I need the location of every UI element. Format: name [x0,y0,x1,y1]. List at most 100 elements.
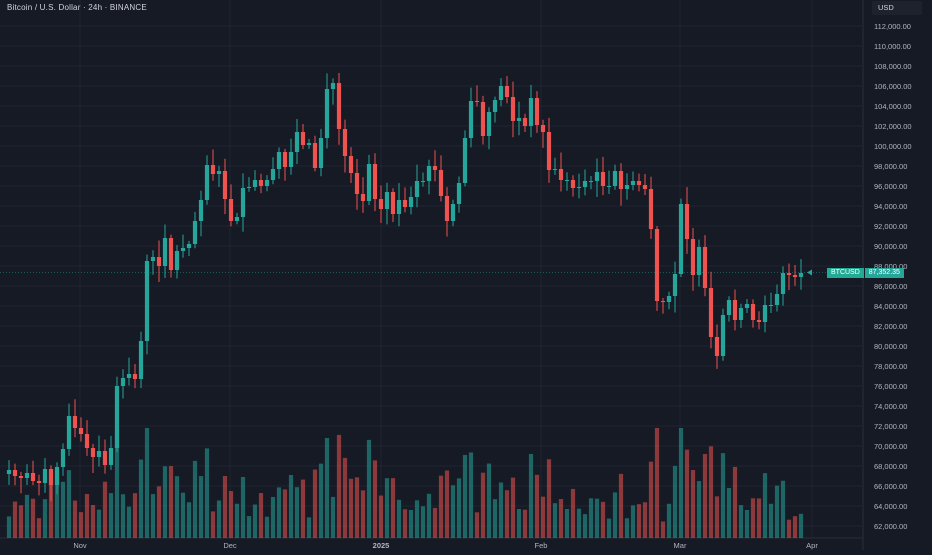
volume-bar [354,477,360,538]
candle-body [594,172,600,181]
candle-body [144,261,150,341]
y-tick-label: 108,000.00 [874,62,912,71]
y-tick-label: 92,000.00 [874,222,907,231]
volume-bar [786,519,792,538]
candle-body [294,132,300,152]
candle-body [534,98,540,125]
volume-bar [708,446,714,538]
volume-bar [630,505,636,538]
volume-bar [90,504,96,538]
candle-body [324,89,330,138]
candle-body [390,192,396,214]
volume-bar [720,453,726,538]
candle-body [642,185,648,189]
volume-bar [558,499,564,538]
y-tick-label: 112,000.00 [874,22,911,31]
candle-body [246,187,252,188]
volume-bar [336,434,342,538]
volume-bar [144,428,150,538]
candle-body [384,192,390,209]
candle-body [444,196,450,221]
candle-body [504,86,510,97]
candle-body [96,451,102,457]
volume-bar [234,503,240,538]
volume-bar [390,478,396,538]
volume-bar [204,448,210,538]
y-tick-label: 106,000.00 [874,82,912,91]
volume-bar [192,460,198,538]
candle-body [744,304,750,308]
candle-body [612,171,618,186]
volume-bar [396,499,402,538]
candle-body [702,247,708,288]
candle-body [216,171,222,174]
volume-bar [690,470,696,538]
candle-body [204,165,210,200]
volume-bar [534,474,540,538]
candle-body [282,152,288,167]
volume-bar [378,495,384,538]
y-tick-label: 66,000.00 [874,482,907,491]
candle-body [720,315,726,356]
candle-body [330,83,336,89]
volume-bar [258,493,264,538]
volume-bar [774,485,780,538]
volume-bar [282,489,288,538]
volume-bar [294,487,300,538]
volume-bar [738,505,744,538]
x-tick-label: Apr [806,541,818,550]
candle-body [600,172,606,186]
volume-bar [342,457,348,538]
candle-body [366,164,372,201]
candle-body [342,129,348,156]
candle-body [6,470,12,474]
volume-bar [240,477,246,538]
candle-body [210,165,216,174]
candle-body [468,101,474,138]
candle-body [372,164,378,199]
volume-bar [702,453,708,538]
candle-body [180,248,186,251]
volume-bar [756,498,762,538]
volume-bar [726,488,732,538]
candle-body [510,97,516,121]
volume-bar [102,481,108,538]
candle-body [696,247,702,275]
candle-body [318,138,324,168]
y-tick-label: 100,000.00 [874,142,912,151]
volume-bar [552,503,558,538]
candle-body [228,199,234,221]
candle-body [654,229,660,301]
volume-bar [138,459,144,538]
candle-body [630,181,636,185]
candle-body [492,100,498,112]
candle-body [774,294,780,305]
candle-body [432,166,438,170]
y-tick-label: 88,000.00 [874,262,907,271]
currency-selector[interactable]: USD [872,1,922,15]
volume-bar [750,498,756,538]
y-tick-label: 64,000.00 [874,502,907,511]
volume-bar [540,496,546,538]
candle-body [258,180,264,186]
candle-body [360,194,366,201]
candle-body [12,470,18,476]
y-tick-label: 82,000.00 [874,322,907,331]
volume-bar [762,473,768,538]
candle-body [438,170,444,196]
volume-bar [432,507,438,538]
volume-bar [366,439,372,538]
candle-body [54,467,60,485]
symbol-title[interactable]: Bitcoin / U.S. Dollar · 24h · BINANCE [7,3,147,12]
candle-body [792,275,798,277]
candle-body [750,304,756,320]
candle-body [480,102,486,136]
candle-body [192,221,198,244]
candle-body [762,305,768,322]
candle-body [240,188,246,217]
candle-body [198,200,204,221]
volume-bar [150,494,156,538]
volume-bar [126,506,132,538]
